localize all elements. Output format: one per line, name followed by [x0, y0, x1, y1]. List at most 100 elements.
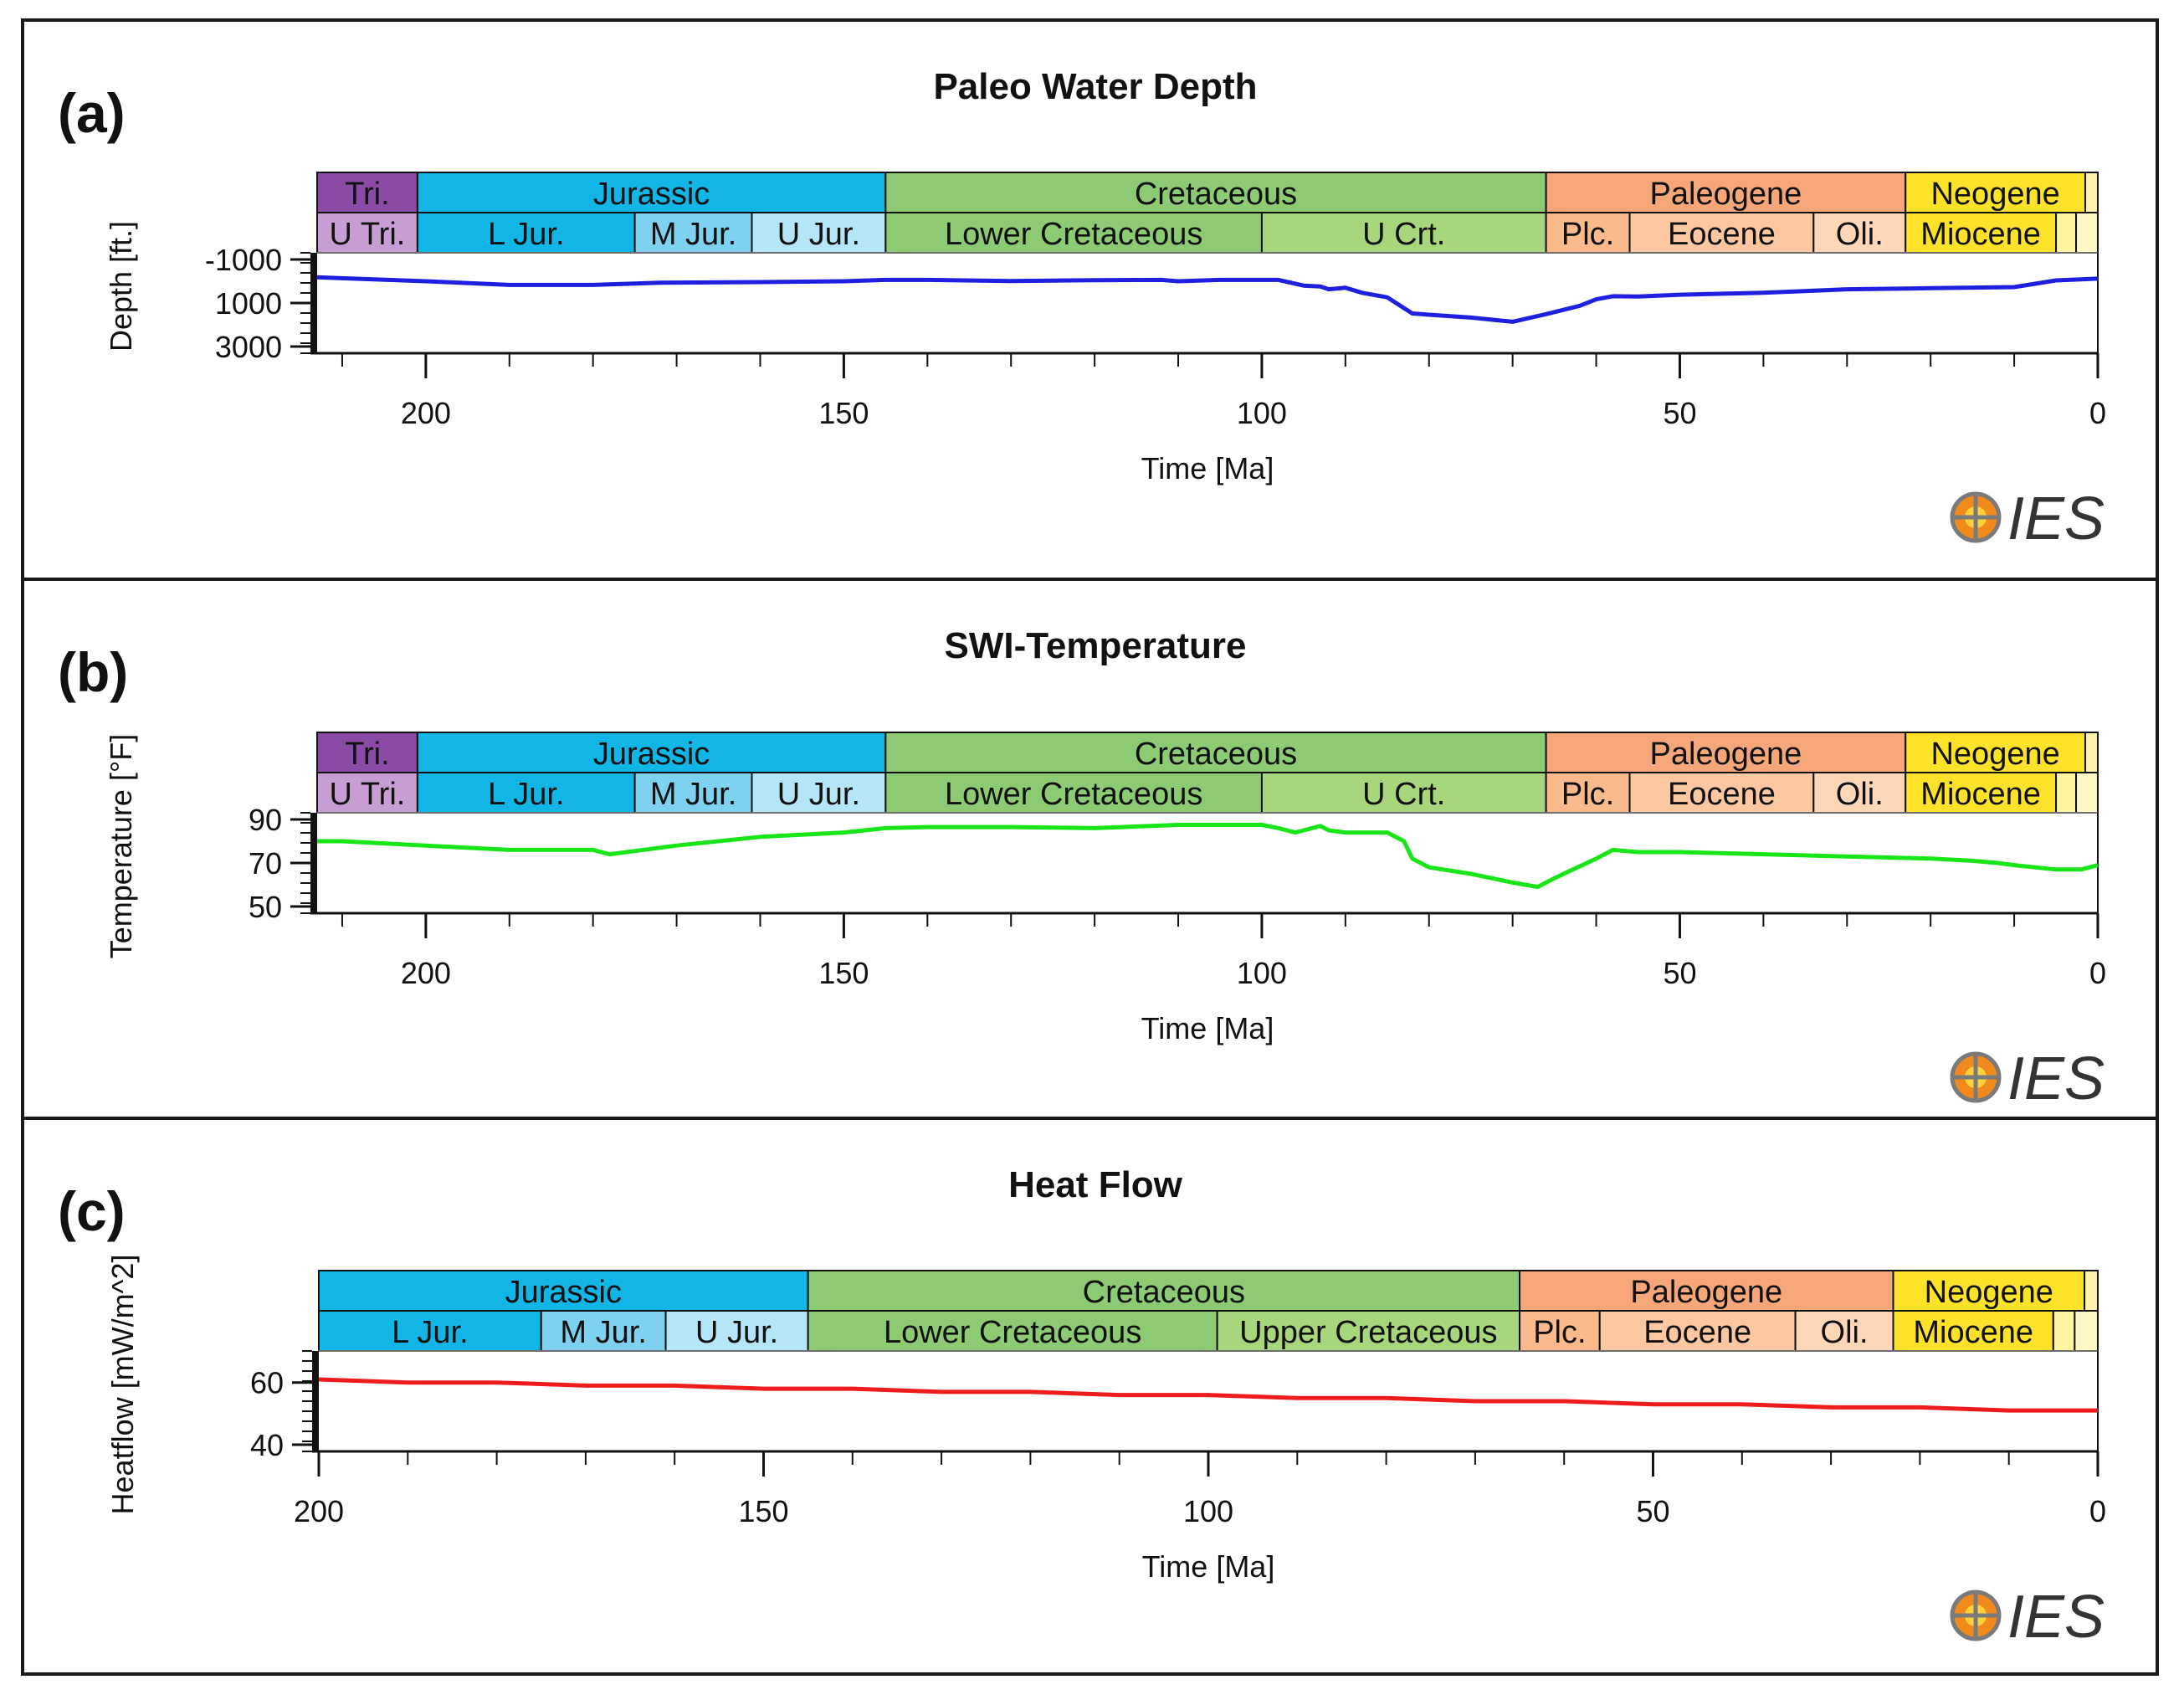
epoch-band-label: Upper Cretaceous — [1239, 1315, 1497, 1350]
x-axis: 200 150 100 50 0 — [294, 1450, 2106, 1528]
epoch-band: U Jur. — [751, 772, 887, 814]
epoch-band-label: U Crt. — [1362, 217, 1445, 252]
x-tick-label: 150 — [818, 396, 869, 430]
chart-title: SWI-Temperature — [944, 625, 1246, 666]
era-band — [2084, 1270, 2099, 1312]
epoch-band-label: U Jur. — [777, 777, 860, 812]
epoch-band — [2075, 772, 2099, 814]
era-band-box — [2084, 172, 2099, 213]
epoch-band-label: Miocene — [1920, 217, 2041, 252]
epoch-band-label: L Jur. — [488, 217, 565, 252]
epoch-band-label: U Crt. — [1362, 777, 1445, 812]
era-band — [2084, 172, 2099, 213]
y-axis-bar — [312, 1351, 319, 1451]
era-band-box — [316, 172, 418, 213]
epoch-band-box — [2055, 772, 2078, 814]
panel-label: (a) — [58, 82, 126, 144]
era-band-label: Neogene — [1930, 177, 2059, 212]
logo-text: IES — [2007, 485, 2105, 552]
epoch-band-label: Oli. — [1821, 1315, 1869, 1350]
chart-c: (c) Heat Flow Jurassic Cretaceous Paleogene N… — [58, 1164, 2106, 1651]
era-band-box — [1519, 1270, 1894, 1312]
epoch-band-box — [1545, 772, 1631, 814]
y-tick-label: 40 — [250, 1428, 284, 1462]
x-tick-label: 100 — [1237, 956, 1287, 990]
epoch-band: Plc. — [1545, 212, 1631, 254]
series-line — [318, 1377, 2098, 1413]
x-tick-label: 0 — [2089, 1494, 2106, 1528]
era-band: Neogene — [1892, 1270, 2086, 1312]
x-axis-label: Time [Ma] — [1141, 1011, 1274, 1045]
epoch-band-label: L Jur. — [488, 777, 565, 812]
ies-logo: IES — [1950, 1045, 2105, 1112]
epoch-band: Oli. — [1812, 212, 1907, 254]
epoch-band: M Jur. — [540, 1310, 667, 1352]
epoch-band-box — [1519, 1310, 1601, 1352]
epoch-band: U Tri. — [316, 772, 418, 814]
era-band-box — [1545, 732, 1907, 773]
x-tick-label: 100 — [1237, 396, 1287, 430]
era-band-label: Jurassic — [593, 737, 710, 772]
epoch-band-label: Eocene — [1643, 1315, 1751, 1350]
panel-c: (c) Heat Flow Jurassic Cretaceous Paleogene N… — [24, 1117, 2156, 1672]
y-tick-label: 50 — [249, 890, 282, 924]
epoch-band-box — [2055, 212, 2078, 254]
epoch-band-label: M Jur. — [650, 217, 736, 252]
era-band: Cretaceous — [807, 1270, 1521, 1312]
era-band-label: Jurassic — [505, 1275, 622, 1310]
x-tick-label: 200 — [294, 1494, 344, 1528]
epoch-band: U Tri. — [316, 212, 418, 254]
epoch-band-label: U Tri. — [330, 777, 406, 812]
epoch-band: U Jur. — [664, 1310, 809, 1352]
era-band — [2084, 732, 2099, 773]
epoch-band-label: Lower Cretaceous — [945, 217, 1202, 252]
logo-text: IES — [2007, 1045, 2105, 1112]
epoch-band-box — [2074, 1310, 2099, 1352]
epoch-band: Miocene — [1892, 1310, 2054, 1352]
y-tick-label: 60 — [250, 1366, 284, 1400]
era-band: Paleogene — [1545, 172, 1907, 213]
x-tick-label: 0 — [2089, 396, 2106, 430]
x-tick-label: 50 — [1663, 396, 1696, 430]
epoch-band: Lower Cretaceous — [807, 1310, 1218, 1352]
epoch-band: Upper Cretaceous — [1216, 1310, 1521, 1352]
y-axis-label: Temperature [°F] — [104, 734, 138, 959]
epoch-band-label: U Tri. — [330, 217, 406, 252]
era-band-label: Paleogene — [1650, 737, 1802, 772]
y-tick-label: 3000 — [215, 330, 282, 364]
figure-frame: (a) Paleo Water Depth Tri. Jurassic Cretaceo… — [21, 18, 2159, 1676]
epoch-band — [2055, 772, 2078, 814]
series-line — [316, 275, 2099, 324]
epoch-band — [2075, 212, 2099, 254]
era-band: Neogene — [1905, 172, 2087, 213]
y-axis: 60 40 — [250, 1350, 319, 1462]
y-axis-bar — [310, 253, 317, 353]
epoch-band: Miocene — [1905, 772, 2058, 814]
epoch-band-label: U Jur. — [777, 217, 860, 252]
epoch-band: Oli. — [1794, 1310, 1894, 1352]
panel-label: (c) — [58, 1180, 126, 1242]
x-axis-label: Time [Ma] — [1141, 451, 1274, 485]
era-band-box — [807, 1270, 1521, 1312]
era-band: Paleogene — [1519, 1270, 1894, 1312]
epoch-band-label: U Jur. — [695, 1315, 778, 1350]
era-band-label: Tri. — [345, 177, 389, 212]
y-tick-label: 1000 — [215, 286, 282, 321]
epoch-band-label: Oli. — [1836, 217, 1884, 252]
era-band-label: Neogene — [1930, 737, 2059, 772]
epoch-band-box — [1598, 1310, 1797, 1352]
epoch-band-label: Lower Cretaceous — [945, 777, 1202, 812]
era-band-label: Cretaceous — [1083, 1275, 1245, 1310]
panel-a: (a) Paleo Water Depth Tri. Jurassic Cretaceo… — [24, 22, 2156, 578]
panel-label: (b) — [58, 641, 128, 703]
ies-logo: IES — [1950, 1584, 2105, 1651]
epoch-band-label: Oli. — [1836, 777, 1884, 812]
epoch-band-label: Lower Cretaceous — [884, 1315, 1141, 1350]
epoch-band-box — [540, 1310, 667, 1352]
epoch-band: Plc. — [1519, 1310, 1601, 1352]
epoch-band: L Jur. — [416, 772, 636, 814]
epoch-band: Plc. — [1545, 772, 1631, 814]
epoch-band: Miocene — [1905, 212, 2058, 254]
epoch-band: Eocene — [1628, 212, 1815, 254]
epoch-band-box — [1812, 212, 1907, 254]
